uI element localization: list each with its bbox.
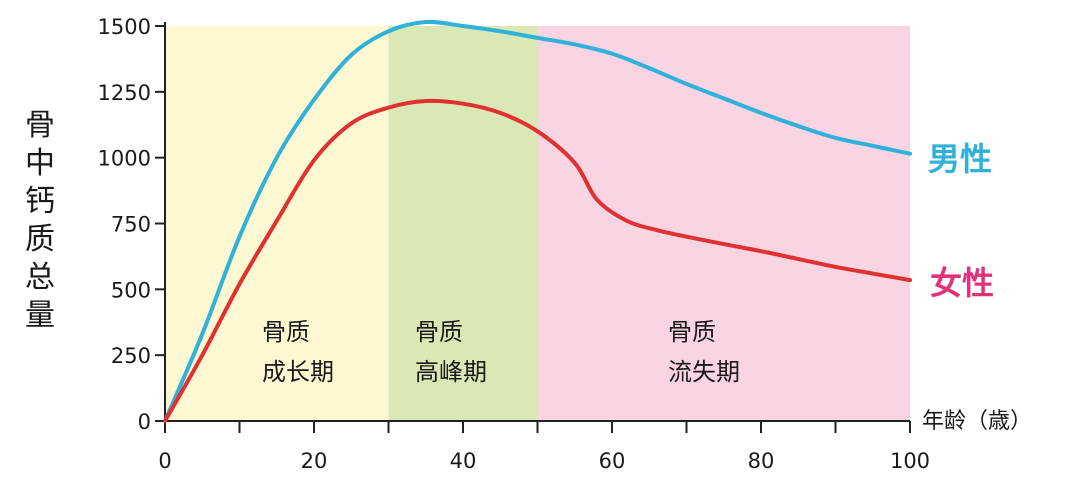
x-tick-label: 60 [599,449,626,473]
series-label-male: 男性 [928,140,993,178]
y-tick-label: 1500 [98,15,151,39]
series-label-female: 女性 [930,264,995,302]
y-axis-label-char: 钙 [25,184,55,219]
region-growth-line1: 骨质 [262,318,310,346]
series-line-female [163,98,912,423]
y-tick-label: 250 [111,344,151,368]
region-label-growth: 骨质 成长期 [262,312,334,392]
y-axis-label-char: 质 [25,222,55,257]
axes [155,22,911,433]
region-label-loss: 骨质 流失期 [668,312,740,392]
y-axis-label-char: 中 [25,146,55,181]
y-tick-label: 750 [111,213,151,237]
region-loss-line2: 流失期 [668,358,740,386]
region-peak-line1: 骨质 [415,318,463,346]
region-band-1 [388,26,538,421]
tick-labels: 0 250 500 750 1000 1250 1500 0 20 40 60 80 100 [98,15,931,473]
x-tick-label: 80 [748,449,775,473]
series-line-male [163,19,912,423]
y-tick-label: 1000 [98,147,151,171]
x-tick-label: 0 [158,449,171,473]
x-tick-label: 100 [890,449,930,473]
series-lines [163,19,912,423]
region-growth-line2: 成长期 [262,358,334,386]
x-tick-label: 40 [450,449,477,473]
region-label-peak: 骨质 高峰期 [415,312,487,392]
background-regions [165,26,910,421]
y-axis-label-char: 骨 [25,108,55,143]
region-peak-line2: 高峰期 [415,358,487,386]
y-axis-label-char: 量 [25,298,55,333]
region-loss-line1: 骨质 [668,318,716,346]
x-tick-label: 20 [301,449,328,473]
y-tick-label: 1250 [98,81,151,105]
y-tick-label: 500 [111,278,151,302]
y-tick-label: 0 [138,410,151,434]
y-axis-label-char: 总 [25,260,55,295]
x-axis-label: 年龄（歳） [922,409,1033,434]
region-band-2 [537,26,910,421]
